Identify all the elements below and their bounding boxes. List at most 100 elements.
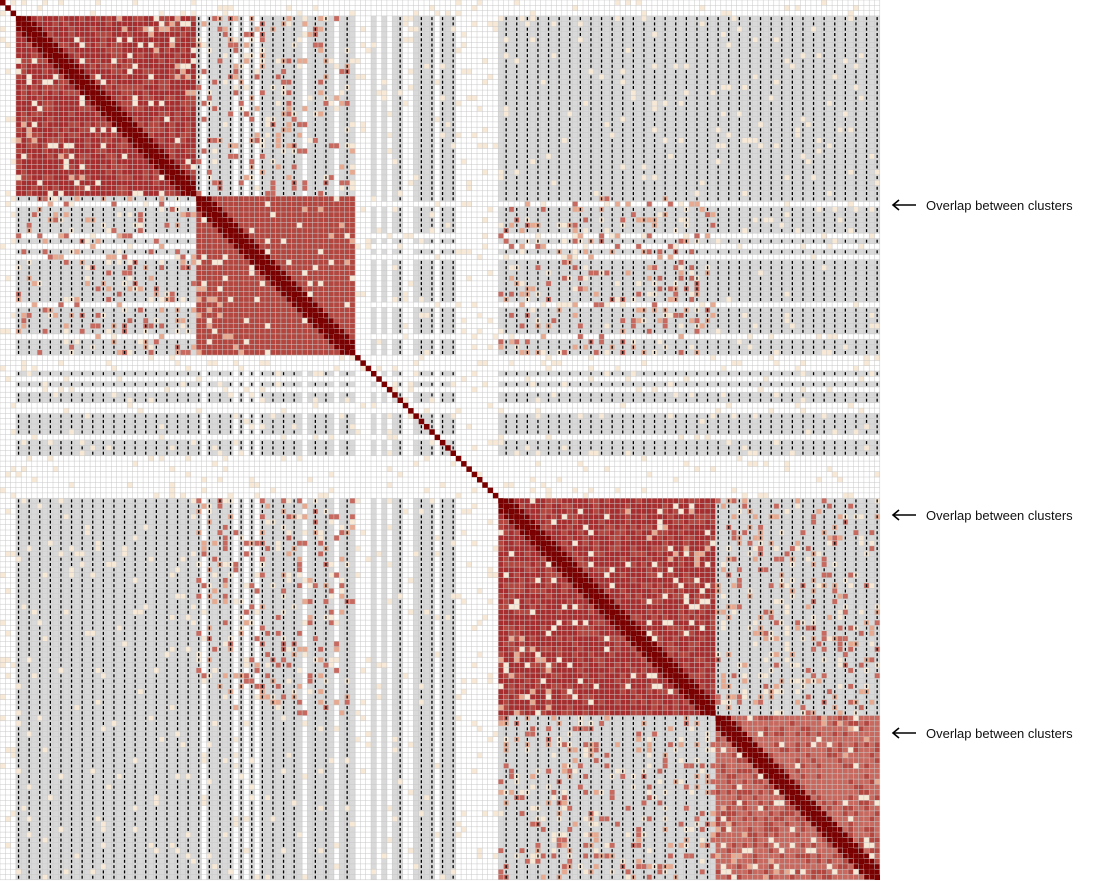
heatmap-cell [223,90,229,96]
heatmap-cell [716,143,722,149]
heatmap-cell [530,186,536,192]
heatmap-cell [615,53,621,59]
heatmap-cell [551,106,557,112]
heatmap-cell [32,27,38,33]
heatmap-cell [53,180,59,186]
heatmap-cell [806,133,812,139]
heatmap-cell [541,154,547,160]
heatmap-cell [117,127,123,133]
heatmap-cell [196,191,202,197]
heatmap-cell [191,196,197,202]
heatmap-cell [318,85,324,91]
heatmap-cell [175,42,181,48]
heatmap-cell [21,191,27,197]
heatmap-cell [159,58,165,64]
heatmap-cell [509,138,515,144]
heatmap-cell [641,175,647,181]
heatmap-cell [657,90,663,96]
heatmap-cell [360,127,366,133]
heatmap-cell [307,58,313,64]
heatmap-cell [541,27,547,33]
heatmap-cell [254,133,260,139]
heatmap-cell [859,143,865,149]
heatmap-cell [657,154,663,160]
heatmap-cell [827,143,833,149]
heatmap-cell [117,143,123,149]
heatmap-cell [212,101,218,107]
heatmap-cell [334,16,340,22]
heatmap-cell [620,164,626,170]
heatmap-cell [74,27,80,33]
heatmap-cell [625,32,631,38]
heatmap-cell [795,106,801,112]
heatmap-cell [583,64,589,70]
heatmap-cell [212,106,218,112]
heatmap-cell [21,69,27,75]
heatmap-cell [392,58,398,64]
heatmap-cell [668,80,674,86]
heatmap-cell [191,154,197,160]
heatmap-cell [143,21,149,27]
heatmap-cell [647,101,653,107]
heatmap-cell [869,164,875,170]
heatmap-cell [371,122,377,128]
heatmap-cell [774,148,780,154]
heatmap-cell [37,90,43,96]
heatmap-cell [588,69,594,75]
heatmap-cell [816,42,822,48]
heatmap-cell [625,122,631,128]
heatmap-cell [265,95,271,101]
heatmap-cell [859,117,865,123]
heatmap-cell [774,21,780,27]
heatmap-cell [27,53,33,59]
heatmap-cell [806,16,812,22]
heatmap-cell [212,32,218,38]
heatmap-cell [318,58,324,64]
heatmap-cell [74,111,80,117]
heatmap-cell [307,16,313,22]
heatmap-cell [519,48,525,54]
heatmap-cell [186,27,192,33]
heatmap-cell [509,32,515,38]
heatmap-cell [127,74,133,80]
heatmap-cell [615,175,621,181]
heatmap-cell [329,196,335,202]
heatmap-cell [95,16,101,22]
heatmap-cell [509,186,515,192]
heatmap-cell [186,85,192,91]
heatmap-cell [477,0,483,6]
heatmap-cell [143,133,149,139]
heatmap-cell [647,16,653,22]
heatmap-cell [424,175,430,181]
heatmap-cell [572,101,578,107]
heatmap-cell [625,74,631,80]
heatmap-cell [392,117,398,123]
heatmap-cell [440,64,446,70]
heatmap-cell [329,53,335,59]
heatmap-cell [48,27,54,33]
heatmap-cell [329,69,335,75]
heatmap-cell [127,143,133,149]
heatmap-cell [392,133,398,139]
heatmap-cell [16,111,22,117]
heatmap-cell [551,64,557,70]
heatmap-cell [154,117,160,123]
heatmap-cell [101,27,107,33]
heatmap-cell [191,159,197,165]
heatmap-cell [392,48,398,54]
heatmap-cell [509,53,515,59]
heatmap-cell [180,37,186,43]
heatmap-cell [48,117,54,123]
heatmap-cell [265,133,271,139]
heatmap-cell [27,42,33,48]
heatmap-cell [604,175,610,181]
heatmap-cell [85,32,91,38]
heatmap-cell [731,53,737,59]
heatmap-cell [329,186,335,192]
heatmap-cell [668,111,674,117]
heatmap-cell [122,164,128,170]
heatmap-cell [143,42,149,48]
heatmap-cell [562,37,568,43]
heatmap-cell [148,95,154,101]
heatmap-cell [689,58,695,64]
